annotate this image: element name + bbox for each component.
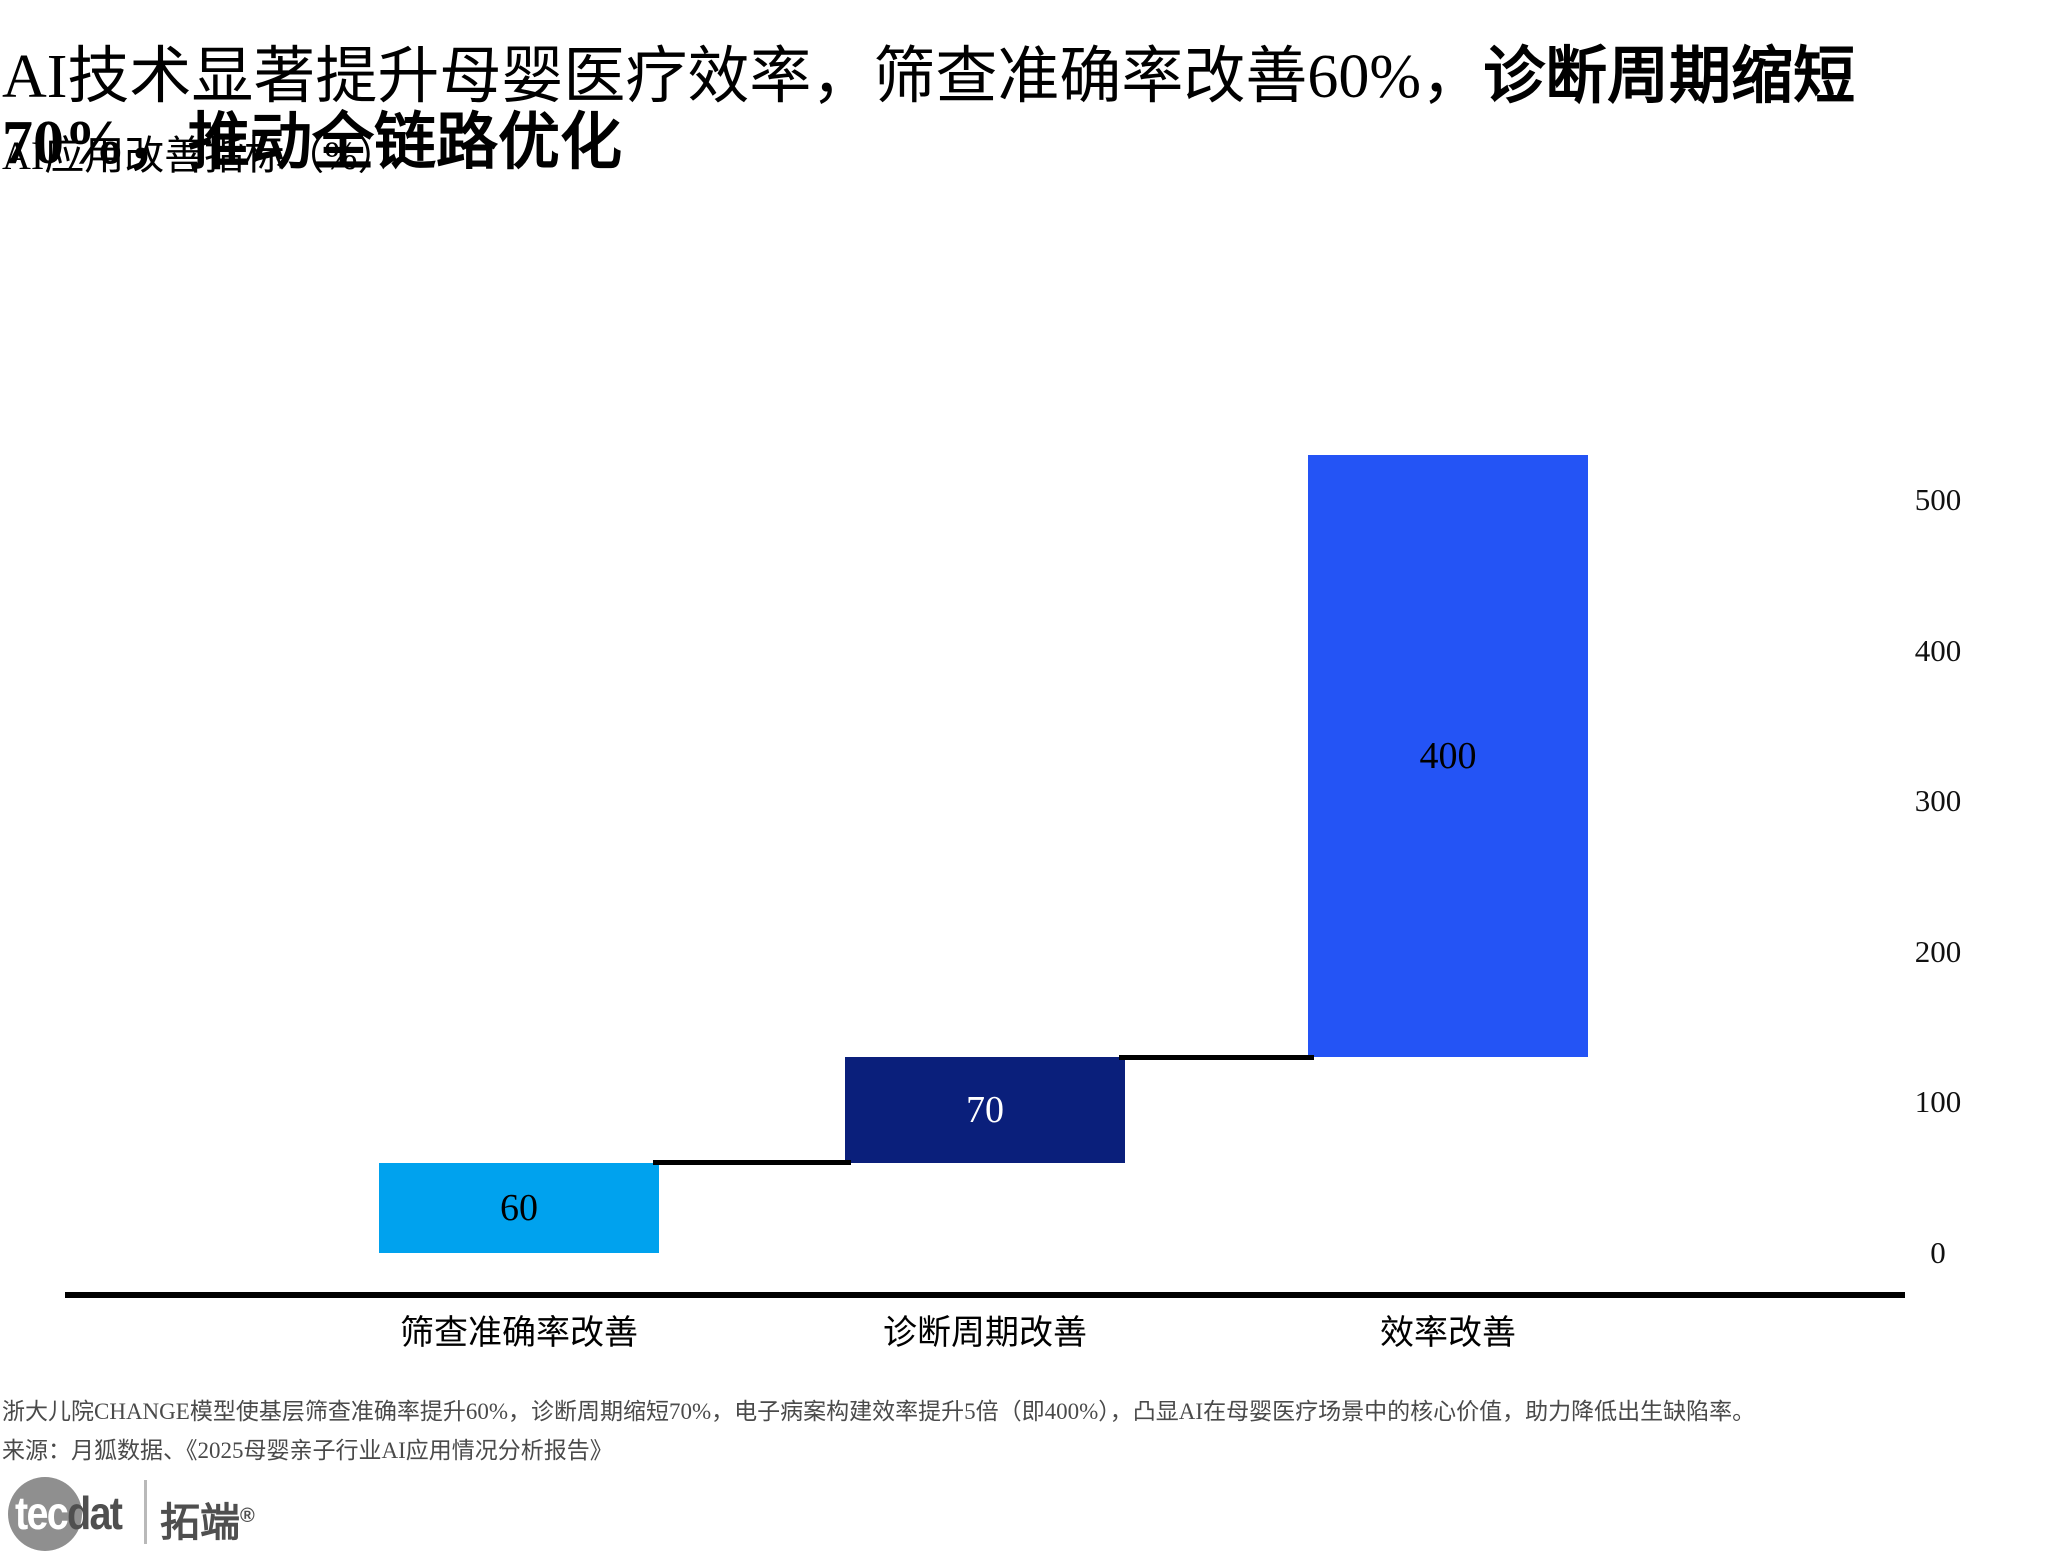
y-tick-label: 0 [1930, 1234, 1946, 1270]
chart-bar [1308, 455, 1588, 1058]
y-tick-label: 500 [1914, 482, 1962, 518]
logo-divider [144, 1480, 147, 1544]
y-tick-label: 200 [1914, 933, 1962, 969]
logo-circle-icon [8, 1477, 82, 1551]
logo-text-cn: 拓端® [160, 1490, 255, 1548]
logo-text-tec: tec [15, 1487, 69, 1539]
source-text: 来源：月狐数据、《2025母婴亲子行业AI应用情况分析报告》 [2, 1438, 613, 1463]
y-tick-label: 400 [1914, 632, 1962, 668]
category-label: 诊断周期改善 [883, 1315, 1087, 1352]
logo-cn-name: 拓端 [160, 1501, 240, 1545]
bar-value-label: 400 [1419, 735, 1477, 778]
logo-wordmark: tecdat [15, 1486, 123, 1540]
y-tick-label: 100 [1914, 1084, 1962, 1120]
x-axis-line [65, 1292, 1905, 1298]
chart-bar [845, 1057, 1125, 1163]
bar-value-label: 70 [966, 1088, 1004, 1131]
connector-line [1119, 1054, 1314, 1060]
category-label: 效率改善 [1380, 1315, 1516, 1352]
chart-subtitle: AI应用改善指标（%） [2, 133, 398, 178]
page-title: AI技术显著提升母婴医疗效率，筛查准确率改善60%，诊断周期缩短70%，推动全链… [2, 44, 1902, 176]
page-title-normal-part: AI技术显著提升母婴医疗效率，筛查准确率改善60%， [2, 42, 1484, 111]
bar-value-label: 60 [500, 1186, 538, 1229]
logo-text-dat: dat [67, 1487, 123, 1539]
connector-line [653, 1160, 851, 1166]
chart-bar [379, 1162, 659, 1253]
logo: tecdat 拓端® [8, 1474, 288, 1560]
category-label: 筛查准确率改善 [400, 1315, 638, 1352]
waterfall-chart: 60 70 400 0 100 200 300 400 500 筛查准确率改善 诊断周期改善 效率改善 [65, 440, 1961, 1352]
logo-registered-mark: ® [240, 1505, 255, 1527]
page-title-bold-part: 诊断周期缩短70%，推动全链路优化 [2, 42, 1856, 177]
footnote-text: 浙大儿院CHANGE模型使基层筛查准确率提升60%，诊断周期缩短70%，电子病案… [2, 1399, 1756, 1424]
y-tick-label: 300 [1914, 783, 1962, 819]
